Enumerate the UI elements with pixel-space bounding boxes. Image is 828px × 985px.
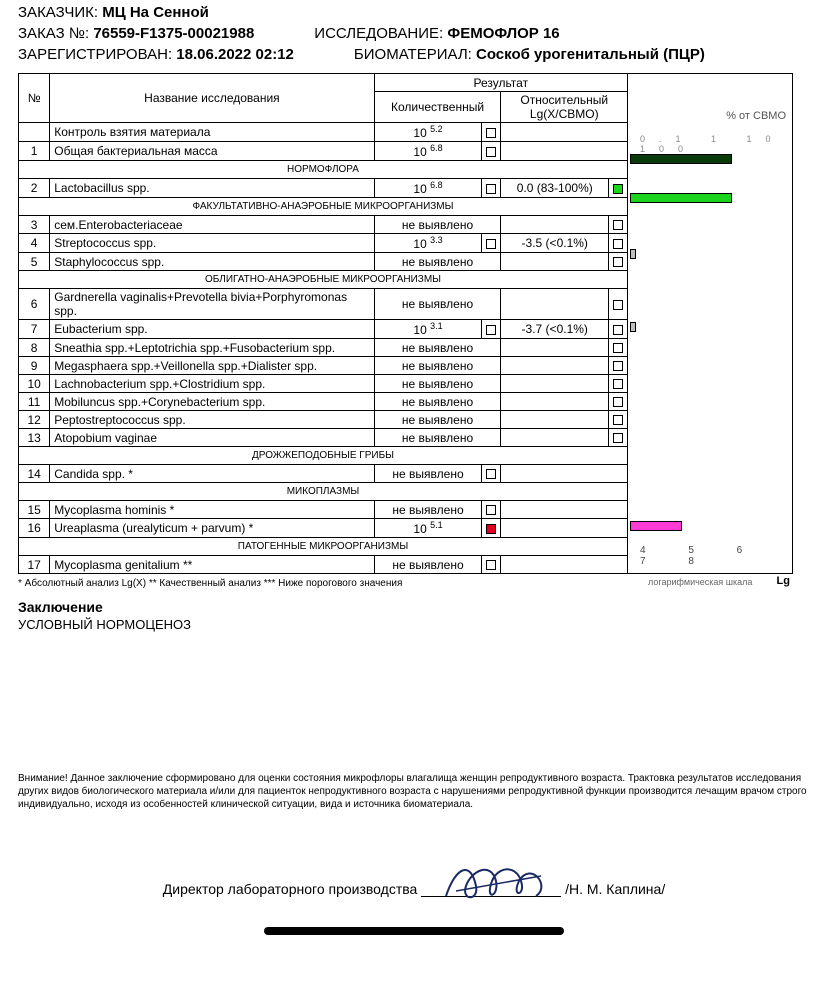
conclusion-title: Заключение [18, 599, 810, 615]
table-row: 14Candida spp. * не выявлено [19, 465, 628, 483]
col-rel-header: Относительный Lg(X/СВМО) [501, 92, 628, 123]
bottom-bar [264, 927, 564, 935]
table-row: 2 Lactobacillus spp. 10 6.8 0.0 (83-100%… [19, 179, 628, 198]
signature-line [421, 896, 561, 897]
sign-area: Директор лабораторного производства /Н. … [18, 881, 810, 897]
header-reg-bio: ЗАРЕГИСТРИРОВАН: 18.06.2022 02:12 БИОМАТ… [18, 46, 810, 63]
section-path: ПАТОГЕННЫЕ МИКРООРГАНИЗМЫ [19, 538, 628, 556]
chart-bar [630, 322, 636, 332]
chart-bar [630, 249, 636, 259]
chart-bar [630, 193, 732, 203]
conclusion-text: УСЛОВНЫЙ НОРМОЦЕНОЗ [18, 617, 810, 632]
section-fac: ФАКУЛЬТАТИВНО-АНАЭРОБНЫЕ МИКРООРГАНИЗМЫ [19, 198, 628, 216]
col-num-header: № [19, 74, 50, 123]
table-row: 16Ureaplasma (urealyticum + parvum) * 10… [19, 519, 628, 538]
table-row: 9Megasphaera spp.+Veillonella spp.+Diali… [19, 357, 628, 375]
signature-icon [441, 856, 561, 906]
chart-area: % от СВМО 0.1 1 10 100 4 5 6 7 8 логариф… [628, 73, 793, 574]
header-order-study: ЗАКАЗ №: 76559-F1375-00021988 ИССЛЕДОВАН… [18, 25, 810, 42]
table-row: 6Gardnerella vaginalis+Prevotella bivia+… [19, 289, 628, 320]
chart-lg-label: Lg [777, 575, 790, 587]
table-row: 7Eubacterium spp. 10 3.1 -3.7 (<0.1%) [19, 320, 628, 339]
table-row: 11Mobiluncus spp.+Corynebacterium spp. н… [19, 393, 628, 411]
section-normoflora: НОРМОФЛОРА [19, 161, 628, 179]
col-result-header: Результат [374, 74, 627, 92]
table-row: 13Atopobium vaginae не выявлено [19, 429, 628, 447]
col-name-header: Название исследования [50, 74, 374, 123]
disclaimer: Внимание! Данное заключение сформировано… [18, 772, 810, 811]
table-row: 10Lachnobacterium spp.+Clostridium spp. … [19, 375, 628, 393]
table-row: 8Sneathia spp.+Leptotrichia spp.+Fusobac… [19, 339, 628, 357]
chart-bar [630, 154, 732, 164]
chart-bars [628, 74, 792, 573]
signatory-name: /Н. М. Каплина/ [565, 881, 665, 897]
table-row: 15Mycoplasma hominis * не выявлено [19, 501, 628, 519]
table-row: 4Streptococcus spp. 10 3.3 -3.5 (<0.1%) [19, 234, 628, 253]
section-obl: ОБЛИГАТНО-АНАЭРОБНЫЕ МИКРООРГАНИЗМЫ [19, 271, 628, 289]
chart-bar [630, 521, 682, 531]
results-table: № Название исследования Результат Количе… [18, 73, 628, 574]
section-yeast: ДРОЖЖЕПОДОБНЫЕ ГРИБЫ [19, 447, 628, 465]
table-row: 5Staphylococcus spp. не выявлено [19, 253, 628, 271]
table-row: 3сем.Enterobacteriaceae не выявлено [19, 216, 628, 234]
table-row: 17Mycoplasma genitalium ** не выявлено [19, 556, 628, 574]
table-row: Контроль взятия материала 10 5.2 [19, 123, 628, 142]
sign-title: Директор лабораторного производства [163, 881, 418, 897]
header-customer: ЗАКАЗЧИК: МЦ На Сенной [18, 4, 810, 21]
section-myco: МИКОПЛАЗМЫ [19, 483, 628, 501]
chart-bottom-axis: 4 5 6 7 8 [640, 545, 792, 567]
table-row: 12Peptostreptococcus spp. не выявлено [19, 411, 628, 429]
chart-bottom-label: логарифмическая шкала [648, 577, 752, 587]
col-qty-header: Количественный [374, 92, 501, 123]
table-row: 1 Общая бактериальная масса 10 6.8 [19, 142, 628, 161]
